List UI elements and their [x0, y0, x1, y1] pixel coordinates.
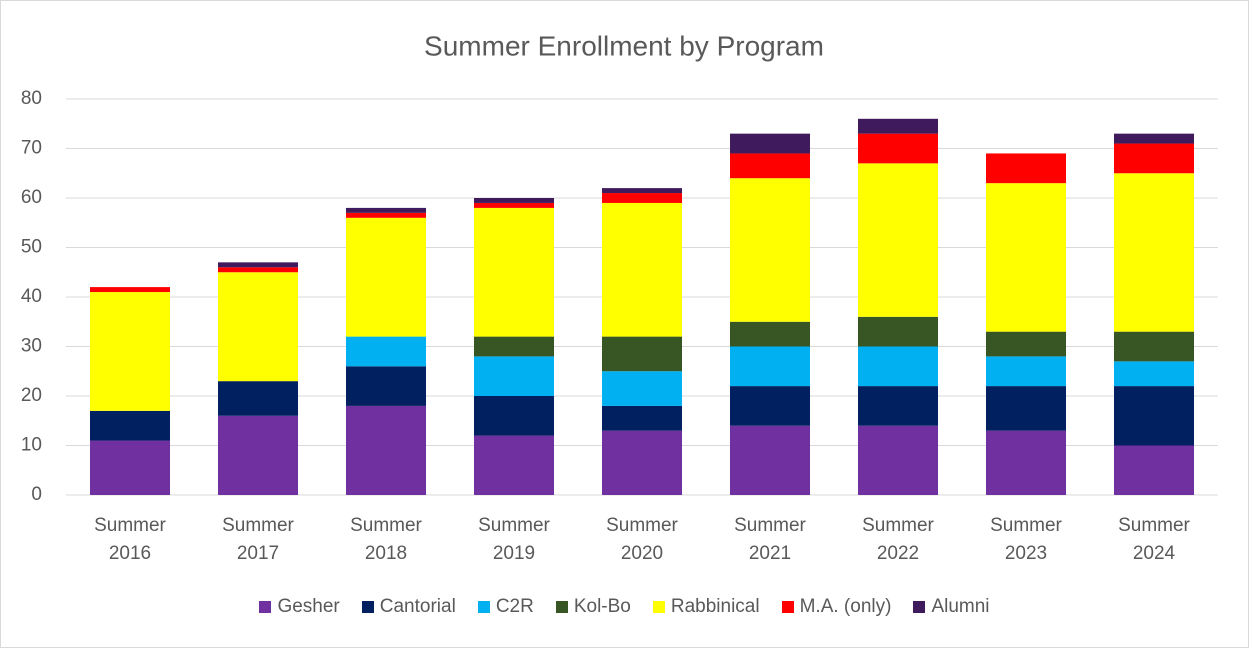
legend-item: Rabbinical: [652, 596, 760, 618]
x-tick-label: Summer 2022: [862, 515, 934, 564]
bar-segment: [858, 425, 938, 495]
y-tick-label: 0: [31, 484, 42, 505]
bar-segment: [346, 207, 426, 213]
bar-segment: [858, 118, 938, 134]
legend-label: Alumni: [931, 596, 990, 617]
legend-item: M.A. (only): [781, 596, 892, 618]
legend-swatch: [781, 601, 794, 613]
bar-segment: [602, 430, 682, 495]
x-tick-label: Summer 2024: [1118, 515, 1190, 564]
bar-segment: [858, 386, 938, 426]
legend-label: C2R: [495, 596, 534, 617]
bar-segment: [1114, 173, 1194, 332]
legend-swatch: [477, 601, 490, 613]
legend-item: C2R: [477, 596, 534, 618]
bar-segment: [1114, 143, 1194, 174]
bar-segment: [986, 153, 1066, 184]
bar-segment: [986, 331, 1066, 357]
bar-segment: [602, 336, 682, 372]
y-tick-label: 20: [21, 385, 42, 406]
bar-segment: [602, 193, 682, 203]
bar-segment: [602, 202, 682, 337]
bar-segment: [90, 410, 170, 441]
legend-label: Rabbinical: [670, 596, 760, 617]
bar-segment: [218, 272, 298, 382]
bar-segment: [602, 188, 682, 194]
x-tick-label: Summer 2018: [350, 515, 422, 564]
legend-item: Gesher: [259, 596, 340, 618]
x-tick-label: Summer 2021: [734, 515, 806, 564]
legend-swatch: [913, 601, 926, 613]
bar-segment: [90, 292, 170, 411]
legend-item: Kol-Bo: [555, 596, 631, 618]
bar-segment: [474, 356, 554, 396]
bar-segment: [730, 386, 810, 426]
legend-label: M.A. (only): [799, 596, 892, 617]
x-tick-label: Summer 2016: [94, 515, 166, 564]
legend-item: Alumni: [913, 596, 990, 618]
x-tick-label: Summer 2019: [478, 515, 550, 564]
bar-segment: [730, 153, 810, 179]
legend-item: Cantorial: [361, 596, 456, 618]
legend: Gesher Cantorial C2R Kol-Bo Rabbinical M.A. (…: [0, 596, 1249, 618]
legend-swatch: [259, 601, 272, 613]
bar-segment: [218, 262, 298, 268]
bar-segment: [346, 405, 426, 495]
bar-segment: [474, 336, 554, 357]
bar-segment: [602, 405, 682, 431]
bar-segment: [346, 336, 426, 367]
bar-segment: [90, 287, 170, 293]
bar-segment: [858, 316, 938, 347]
bar-segment: [858, 133, 938, 164]
bar-segment: [474, 396, 554, 436]
y-tick-label: 70: [21, 138, 42, 159]
bar-segment: [730, 178, 810, 322]
y-tick-label: 50: [21, 237, 42, 258]
x-tick-label: Summer 2020: [606, 515, 678, 564]
bar-segment: [474, 202, 554, 208]
bar-segment: [1114, 386, 1194, 446]
legend-swatch: [652, 601, 665, 613]
bar-segment: [730, 133, 810, 154]
bar-segment: [90, 440, 170, 495]
bar-segment: [858, 163, 938, 317]
bar-segment: [346, 366, 426, 406]
bar-segment: [1114, 331, 1194, 362]
bar-segment: [1114, 361, 1194, 387]
y-tick-label: 80: [21, 88, 42, 109]
bar-segment: [986, 430, 1066, 495]
bar-segment: [346, 217, 426, 337]
x-tick-label: Summer 2023: [990, 515, 1062, 564]
bar-segment: [986, 386, 1066, 431]
bar-segment: [474, 207, 554, 337]
y-tick-label: 60: [21, 187, 42, 208]
bar-segment: [730, 321, 810, 347]
bar-segment: [218, 267, 298, 273]
bar-segment: [474, 435, 554, 495]
legend-label: Cantorial: [379, 596, 456, 617]
bar-segment: [1114, 133, 1194, 144]
legend-swatch: [555, 601, 568, 613]
bar-segment: [474, 198, 554, 203]
bar-segment: [986, 183, 1066, 332]
legend-label: Gesher: [277, 596, 340, 617]
bar-segment: [218, 415, 298, 495]
legend-label: Kol-Bo: [573, 596, 631, 617]
bar-segment: [602, 371, 682, 406]
bar-segment: [986, 356, 1066, 387]
bar-segment: [346, 212, 426, 218]
bar-segment: [730, 425, 810, 495]
y-tick-label: 10: [21, 435, 42, 456]
y-tick-label: 30: [21, 336, 42, 357]
chart-title: Summer Enrollment by Program: [424, 30, 824, 61]
y-tick-label: 40: [21, 286, 42, 307]
legend-swatch: [361, 601, 374, 613]
bar-segment: [730, 346, 810, 387]
bar-segment: [218, 381, 298, 416]
x-tick-label: Summer 2017: [222, 515, 294, 564]
bar-segment: [1114, 445, 1194, 495]
bar-segment: [858, 346, 938, 387]
